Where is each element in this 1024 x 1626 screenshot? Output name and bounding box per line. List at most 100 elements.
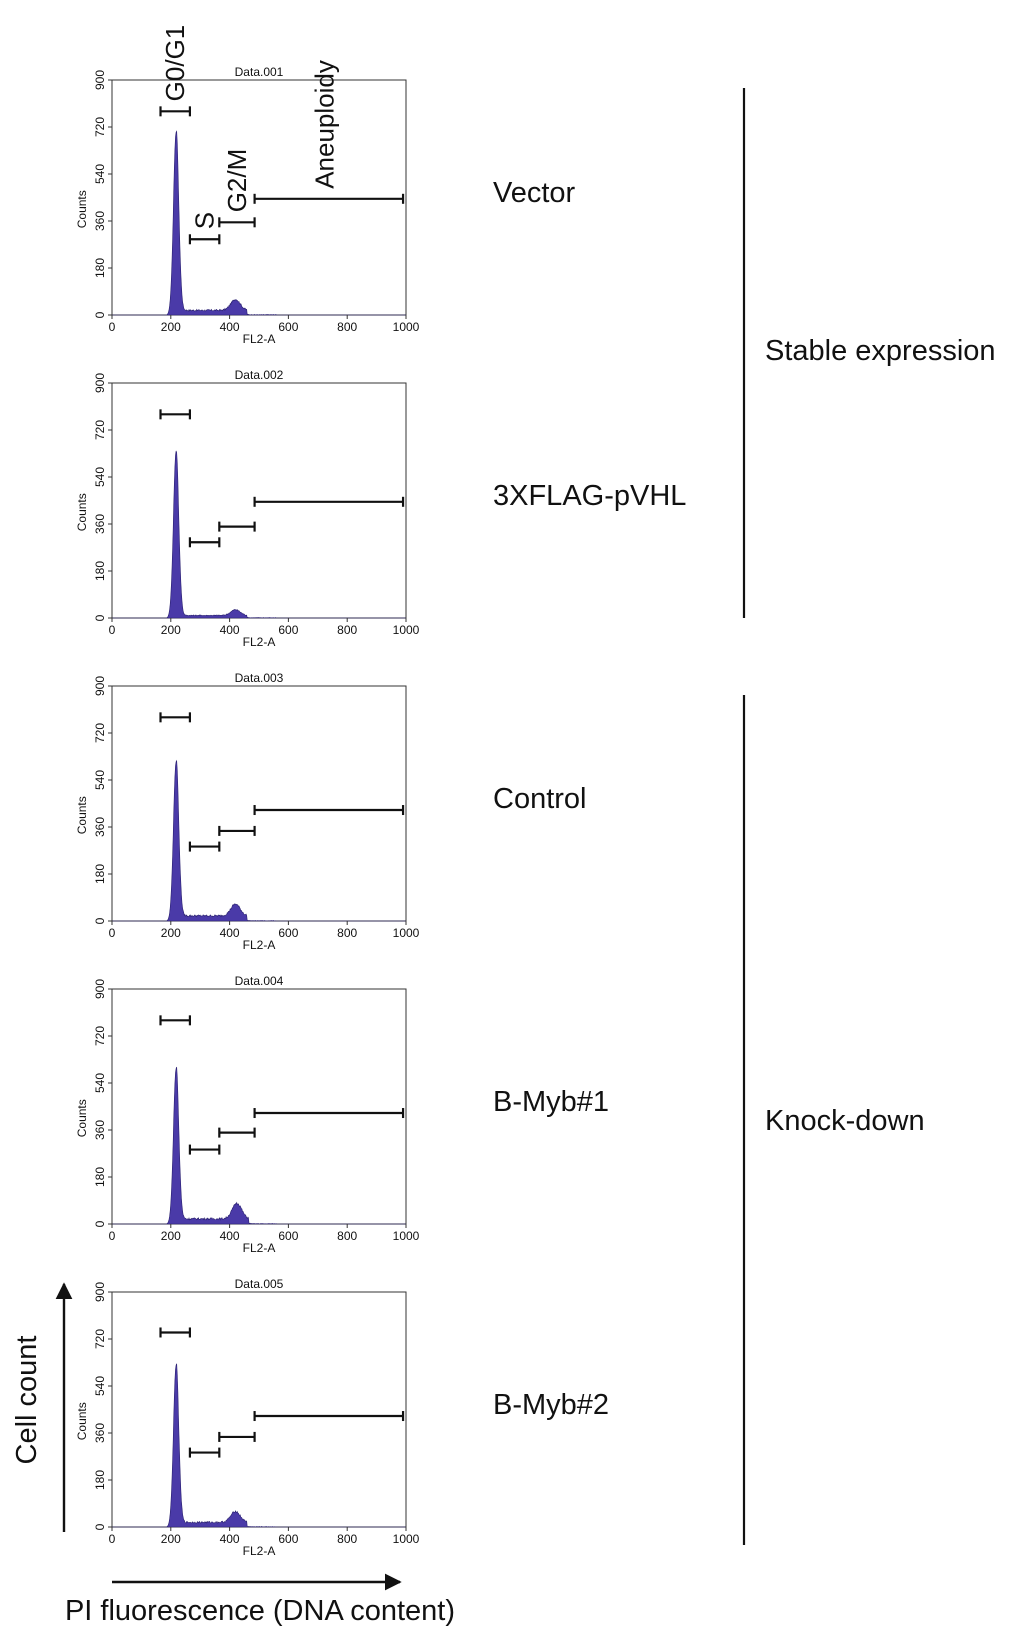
row-label: B-Myb#1 (493, 1086, 609, 1118)
x-tick-label: 1000 (393, 926, 420, 940)
x-tick-label: 0 (109, 926, 116, 940)
y-tick-label: 360 (93, 211, 107, 231)
y-tick-label: 540 (93, 1376, 107, 1396)
plot-frame (111, 382, 407, 619)
x-tick-label: 600 (278, 926, 298, 940)
gate-1 (159, 1015, 192, 1026)
gate-1 (159, 712, 192, 723)
gate-1 (159, 106, 192, 117)
gate-label: Aneuploidy (310, 60, 340, 189)
y-tick-label: 0 (93, 1220, 107, 1227)
y-tick-label: 720 (93, 420, 107, 440)
y-tick-label: 0 (93, 917, 107, 924)
x-tick-label: 800 (337, 926, 357, 940)
panel-1: Data.001 0 200 400 600 800 1000 FL2-A 0 180 360 540… (75, 25, 576, 346)
x-axis-label: FL2-A (243, 635, 276, 649)
x-tick-label: 1000 (393, 1229, 420, 1243)
gate-4 (253, 1411, 405, 1422)
x-tick-label: 600 (278, 1532, 298, 1546)
y-tick-label: 900 (93, 70, 107, 90)
gate-label: G0/G1 (160, 25, 190, 102)
y-tick-label: 180 (93, 1470, 107, 1490)
x-axis-label: FL2-A (243, 1241, 276, 1255)
y-tick-label: 180 (93, 258, 107, 278)
panel-title: Data.004 (235, 974, 284, 988)
x-tick-label: 0 (109, 623, 116, 637)
plot-frame (111, 685, 407, 922)
x-tick-label: 400 (220, 1229, 240, 1243)
gate-3 (218, 217, 256, 228)
plot-frame (111, 79, 407, 316)
row-label: 3XFLAG-pVHL (493, 480, 686, 512)
gate-2 (188, 537, 221, 548)
x-tick-label: 1000 (393, 1532, 420, 1546)
x-axis-label: FL2-A (243, 938, 276, 952)
y-tick-label: 900 (93, 1282, 107, 1302)
x-tick-label: 200 (161, 926, 181, 940)
gate-3 (218, 1127, 256, 1138)
panel-2: Data.002 0 200 400 600 800 1000 FL2-A 0 180 360 540… (75, 368, 686, 649)
cell-count-label: Cell count (11, 1336, 43, 1465)
x-tick-label: 0 (109, 1532, 116, 1546)
x-axis-label: FL2-A (243, 332, 276, 346)
y-tick-label: 540 (93, 164, 107, 184)
y-axis-label: Counts (75, 493, 89, 531)
gate-1 (159, 1327, 192, 1338)
panel-title: Data.005 (235, 1277, 284, 1291)
y-tick-label: 360 (93, 1120, 107, 1140)
y-axis-label: Counts (75, 796, 89, 834)
y-tick-label: 900 (93, 979, 107, 999)
gate-label: G2/M (222, 149, 252, 213)
histogram-area (112, 130, 406, 316)
y-tick-label: 720 (93, 1329, 107, 1349)
y-tick-label: 180 (93, 864, 107, 884)
y-axis-label: Counts (75, 1402, 89, 1440)
gate-4 (253, 1108, 405, 1119)
gate-3 (218, 825, 256, 836)
y-tick-label: 540 (93, 770, 107, 790)
y-tick-label: 360 (93, 1423, 107, 1443)
panel-title: Data.003 (235, 671, 284, 685)
panel-4: Data.004 0 200 400 600 800 1000 FL2-A 0 180 360 540… (75, 974, 609, 1255)
row-label: B-Myb#2 (493, 1389, 609, 1421)
gate-2 (188, 234, 221, 245)
x-axis-label: FL2-A (243, 1544, 276, 1558)
y-tick-label: 360 (93, 817, 107, 837)
gate-3 (218, 521, 256, 532)
y-tick-label: 0 (93, 1523, 107, 1530)
panel-5: Data.005 0 200 400 600 800 1000 FL2-A 0 180 360 540… (75, 1277, 609, 1558)
gate-label: S (190, 212, 220, 229)
x-tick-label: 800 (337, 1229, 357, 1243)
y-tick-label: 900 (93, 676, 107, 696)
x-tick-label: 600 (278, 1229, 298, 1243)
x-tick-label: 200 (161, 1532, 181, 1546)
y-axis-label: Counts (75, 190, 89, 228)
x-tick-label: 400 (220, 926, 240, 940)
row-label: Control (493, 783, 587, 815)
gate-2 (188, 1447, 221, 1458)
x-tick-label: 200 (161, 1229, 181, 1243)
y-tick-label: 180 (93, 1167, 107, 1187)
x-tick-label: 0 (109, 320, 116, 334)
panel-title: Data.001 (235, 65, 284, 79)
x-tick-label: 400 (220, 1532, 240, 1546)
y-tick-label: 720 (93, 1026, 107, 1046)
y-tick-label: 0 (93, 614, 107, 621)
x-tick-label: 200 (161, 623, 181, 637)
gate-2 (188, 841, 221, 852)
x-tick-label: 400 (220, 320, 240, 334)
x-tick-label: 200 (161, 320, 181, 334)
gate-3 (218, 1431, 256, 1442)
x-tick-label: 1000 (393, 320, 420, 334)
histogram-area (112, 450, 406, 619)
x-tick-label: 800 (337, 623, 357, 637)
y-axis-label: Counts (75, 1099, 89, 1137)
group-label-stable: Stable expression (765, 335, 996, 367)
pi-fluorescence-label: PI fluorescence (DNA content) (65, 1595, 455, 1626)
gate-1 (159, 409, 192, 420)
histogram-area (112, 1066, 406, 1225)
x-tick-label: 600 (278, 320, 298, 334)
plot-frame (111, 988, 407, 1225)
gate-2 (188, 1144, 221, 1155)
